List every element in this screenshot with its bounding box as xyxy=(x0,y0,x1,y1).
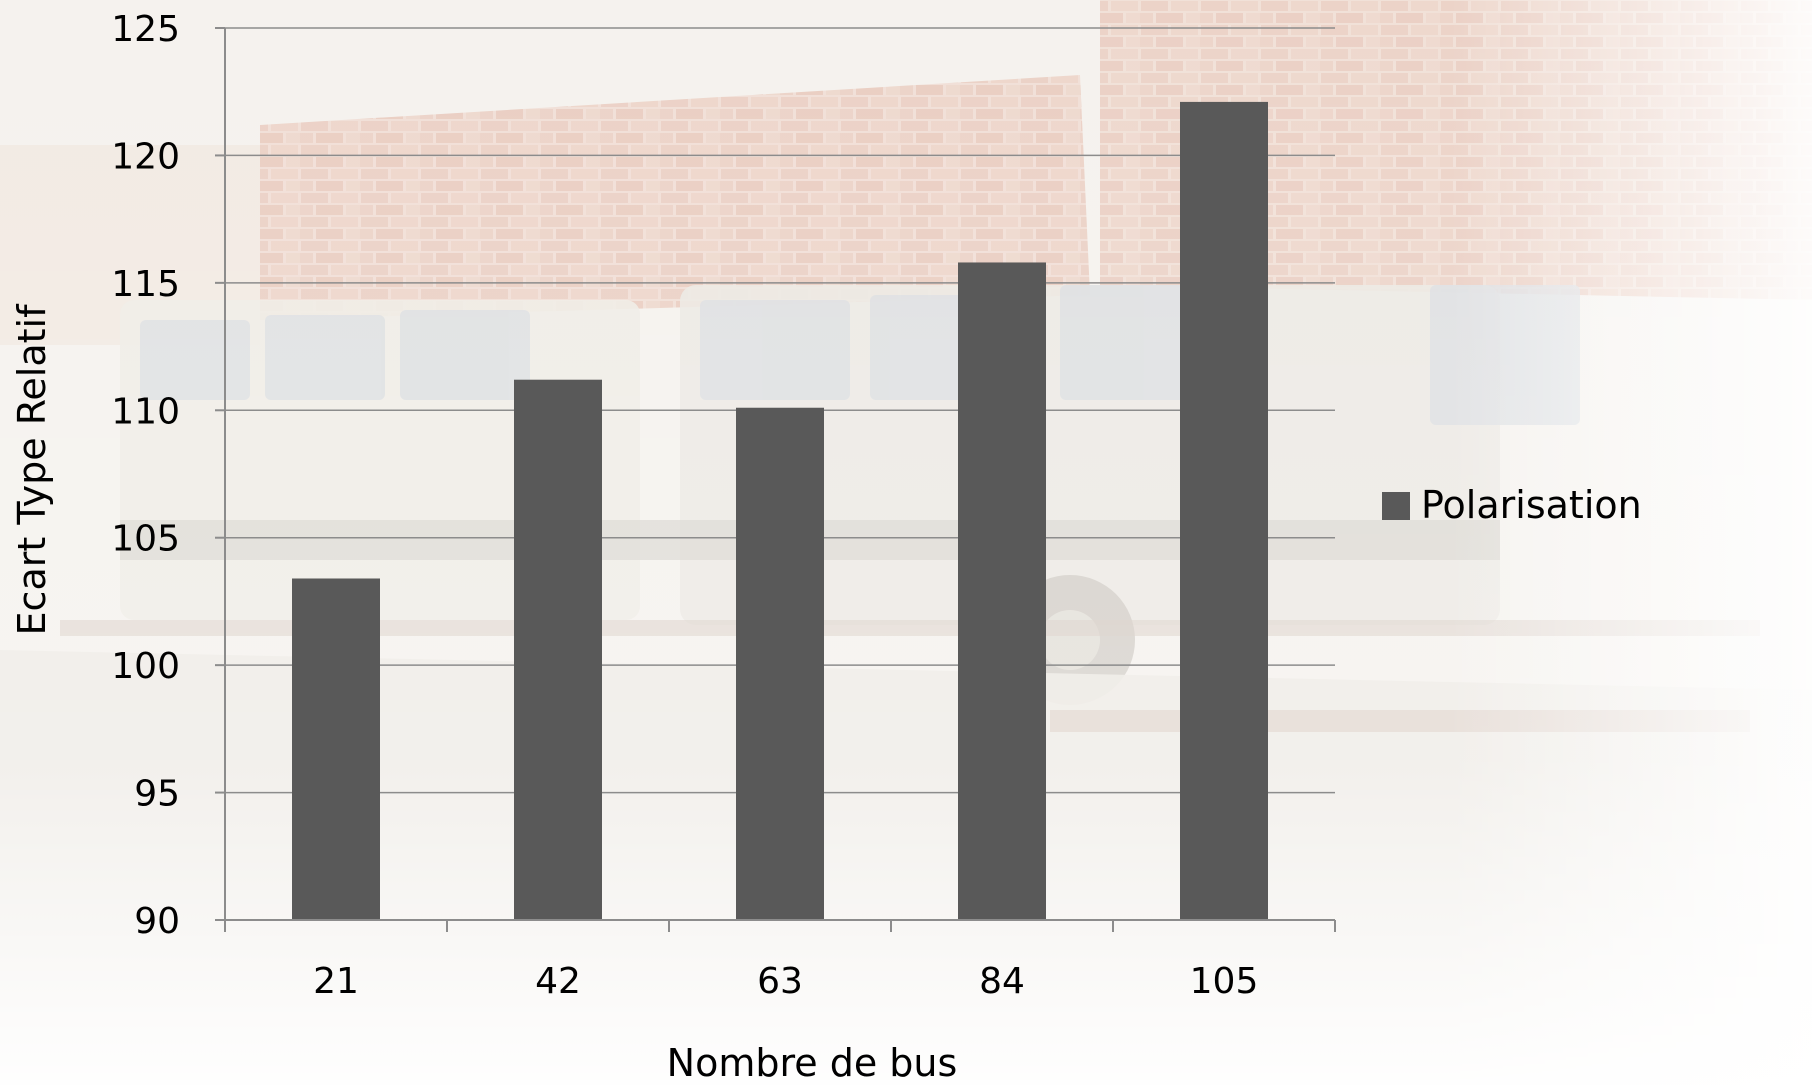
bar-105 xyxy=(1180,101,1268,920)
y-tick-label: 90 xyxy=(134,901,180,942)
bars xyxy=(292,101,1268,920)
y-tick-label: 115 xyxy=(111,264,180,305)
x-tick-label: 105 xyxy=(1190,961,1259,1002)
y-axis-title: Ecart Type Relatif xyxy=(10,303,54,636)
bar-63 xyxy=(736,407,824,920)
legend: Polarisation xyxy=(1382,483,1642,527)
x-tick-labels: 21 42 63 84 105 xyxy=(313,961,1258,1002)
y-tick-label: 95 xyxy=(134,774,180,815)
bar-21 xyxy=(292,578,380,920)
y-tick-label: 100 xyxy=(111,646,180,687)
x-tick-label: 42 xyxy=(535,961,581,1002)
legend-label: Polarisation xyxy=(1421,483,1642,527)
y-tick-label: 125 xyxy=(111,9,180,50)
bar-42 xyxy=(514,379,602,920)
y-tick-label: 105 xyxy=(111,519,180,560)
y-tick-label: 110 xyxy=(111,391,180,432)
legend-swatch xyxy=(1382,492,1410,520)
y-tick-labels: 90 95 100 105 110 115 120 125 xyxy=(111,9,180,942)
x-tick-label: 21 xyxy=(313,961,359,1002)
x-tick-label: 63 xyxy=(757,961,803,1002)
y-tick-label: 120 xyxy=(111,136,180,177)
x-tick-label: 84 xyxy=(979,961,1025,1002)
bar-84 xyxy=(958,262,1046,920)
x-axis-title: Nombre de bus xyxy=(667,1041,958,1085)
